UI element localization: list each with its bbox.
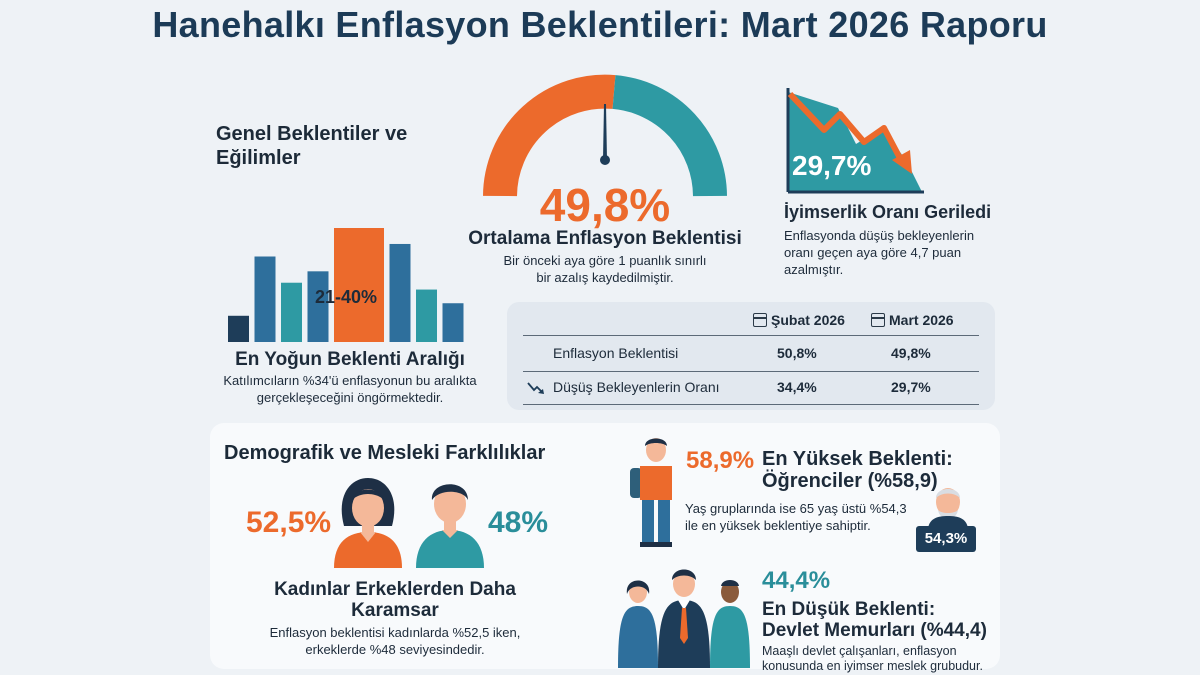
civil-heading-2: Devlet Memurları (%44,4) bbox=[762, 620, 987, 641]
civil-note-2: konusunda en iyimser meslek grubudur. bbox=[762, 659, 983, 673]
table-divider bbox=[523, 335, 979, 336]
woman-icon bbox=[334, 478, 402, 568]
gauge-label: Ortalama Enflasyon Beklentisi bbox=[468, 228, 742, 249]
demographic-heading: Demografik ve Mesleki Farklılıklar bbox=[224, 442, 546, 464]
calendar-icon bbox=[871, 313, 885, 327]
gauge-note-1: Bir önceki aya göre 1 puanlık sınırlı bbox=[503, 253, 707, 268]
distribution-bar bbox=[442, 303, 464, 342]
workers-icon bbox=[618, 569, 750, 668]
distribution-bar bbox=[334, 228, 384, 342]
comparison-table: Şubat 2026 Mart 2026 Enflasyon Beklentis… bbox=[507, 302, 995, 410]
elder-badge: 54,3% bbox=[916, 526, 976, 552]
table-header: Şubat 2026 Mart 2026 bbox=[523, 312, 979, 332]
distribution-bar bbox=[389, 243, 411, 342]
gauge-note-2: bir azalış kaydedilmiştir. bbox=[536, 270, 674, 285]
student-icon bbox=[630, 438, 672, 547]
arrow-down-icon bbox=[527, 382, 544, 394]
students-heading-2: Öğrenciler (%58,9) bbox=[762, 470, 938, 492]
row-label: Enflasyon Beklentisi bbox=[553, 345, 679, 361]
gauge-value: 49,8% bbox=[539, 179, 671, 231]
row-value-feb: 34,4% bbox=[777, 379, 817, 395]
distribution-bars bbox=[228, 228, 464, 342]
trend-down-icon bbox=[786, 88, 924, 194]
civil-value: 44,4% bbox=[762, 567, 831, 594]
gauge-icon bbox=[483, 74, 727, 197]
row-label: Düşüş Bekleyenlerin Oranı bbox=[553, 379, 720, 395]
optimism-note-2: oranı geçen aya göre 4,7 puan bbox=[784, 245, 962, 260]
calendar-icon bbox=[753, 313, 767, 327]
table-divider bbox=[523, 404, 979, 405]
table-divider bbox=[523, 371, 979, 372]
women-value: 52,5% bbox=[246, 506, 332, 539]
distribution-bar bbox=[281, 282, 302, 342]
col-header-feb: Şubat 2026 bbox=[753, 312, 845, 328]
row-value-mar: 29,7% bbox=[891, 379, 931, 395]
distribution-bar bbox=[416, 289, 437, 342]
optimism-heading: İyimserlik Oranı Geriledi bbox=[784, 202, 992, 222]
optimism-note-1: Enflasyonda düşüş bekleyenlerin bbox=[784, 228, 975, 243]
civil-heading-1: En Düşük Beklenti: bbox=[762, 599, 936, 620]
col-header-mar: Mart 2026 bbox=[871, 312, 954, 328]
men-value: 48% bbox=[488, 506, 549, 539]
distribution-note-2: gerçekleşeceğini öngörmektedir. bbox=[256, 390, 444, 405]
page-title: Hanehalkı Enflasyon Beklentileri: Mart 2… bbox=[152, 4, 1048, 45]
distribution-heading: En Yoğun Beklenti Aralığı bbox=[235, 349, 465, 370]
students-note-1: Yaş gruplarında ise 65 yaş üstü %54,3 bbox=[685, 501, 907, 516]
optimism-value: 29,7% bbox=[792, 150, 872, 181]
table-row: Enflasyon Beklentisi 50,8% 49,8% bbox=[523, 345, 979, 365]
gender-note-2: erkeklerde %48 seviyesindedir. bbox=[305, 642, 485, 657]
gender-note-1: Enflasyon beklentisi kadınlarda %52,5 ik… bbox=[269, 625, 521, 640]
range-label: 21-40% bbox=[314, 287, 378, 307]
row-value-mar: 49,8% bbox=[891, 345, 931, 361]
gender-heading-2: Karamsar bbox=[351, 600, 439, 621]
row-value-feb: 50,8% bbox=[777, 345, 817, 361]
elder-icon bbox=[928, 488, 968, 528]
distribution-bar bbox=[228, 315, 249, 342]
table-row: Düşüş Bekleyenlerin Oranı 34,4% 29,7% bbox=[523, 379, 979, 399]
civil-note-1: Maaşlı devlet çalışanları, enflasyon bbox=[762, 644, 957, 658]
distribution-note-1: Katılımcıların %34'ü enflasyonun bu aral… bbox=[223, 373, 477, 388]
general-heading: Genel Beklentiler ve Eğilimler bbox=[216, 123, 408, 169]
students-heading-1: En Yüksek Beklenti: bbox=[762, 448, 953, 470]
students-note-2: ile en yüksek beklentiye sahiptir. bbox=[685, 518, 871, 533]
distribution-bar bbox=[307, 271, 329, 342]
man-icon bbox=[416, 484, 484, 568]
students-value: 58,9% bbox=[686, 447, 755, 474]
distribution-bar bbox=[254, 256, 276, 342]
optimism-note-3: azalmıştır. bbox=[784, 262, 844, 277]
gender-heading-1: Kadınlar Erkeklerden Daha bbox=[274, 579, 516, 600]
